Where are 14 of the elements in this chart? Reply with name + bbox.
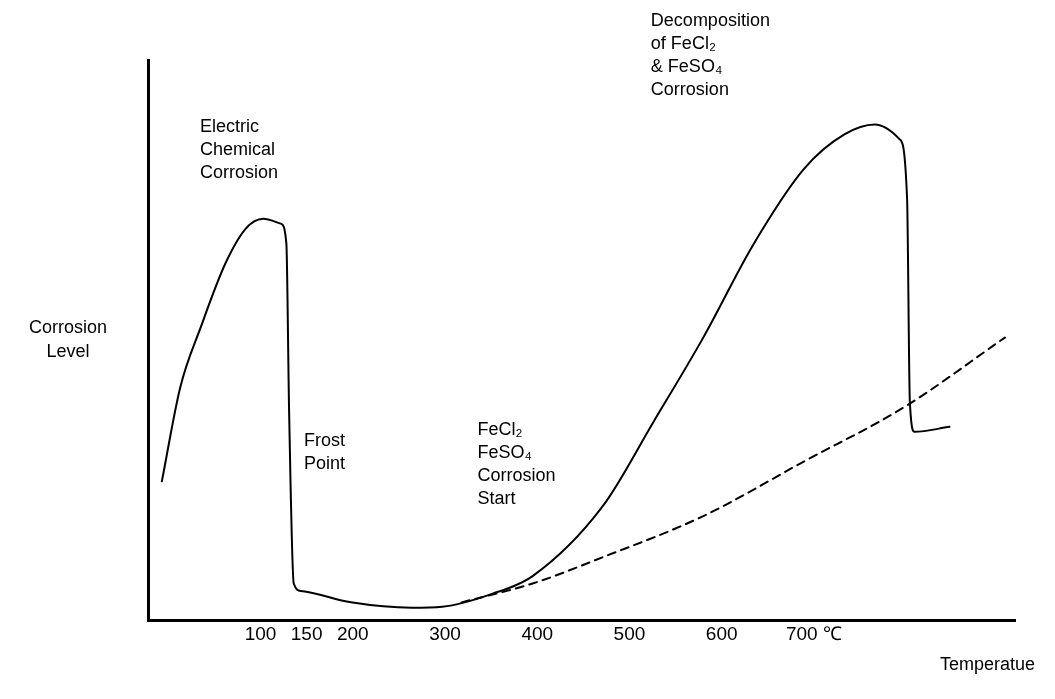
x-tick-label: 200 (336, 622, 369, 644)
annotation: Frost Point (304, 429, 346, 473)
x-tick-label: 300 (429, 622, 461, 644)
annotation: FeCl₂ FeSO₄ Corrosion Start (477, 418, 556, 508)
x-axis-title: Temperatue (939, 654, 1035, 675)
x-tick-label: 100 (244, 622, 277, 644)
x-tick-label: 700 ℃ (785, 622, 842, 644)
x-tick-label: 600 (705, 622, 738, 644)
x-tick-label: 500 (613, 622, 646, 644)
text: Decomposition of FeCl₂ & FeSO₄ Corrosion (650, 9, 770, 99)
y-axis-title: Corrosion Level (28, 317, 108, 362)
x-tick-label: 150 (290, 622, 323, 644)
annotation: Electric Chemical Corrosion (200, 116, 279, 183)
x-tick-label: 400 (521, 622, 554, 644)
